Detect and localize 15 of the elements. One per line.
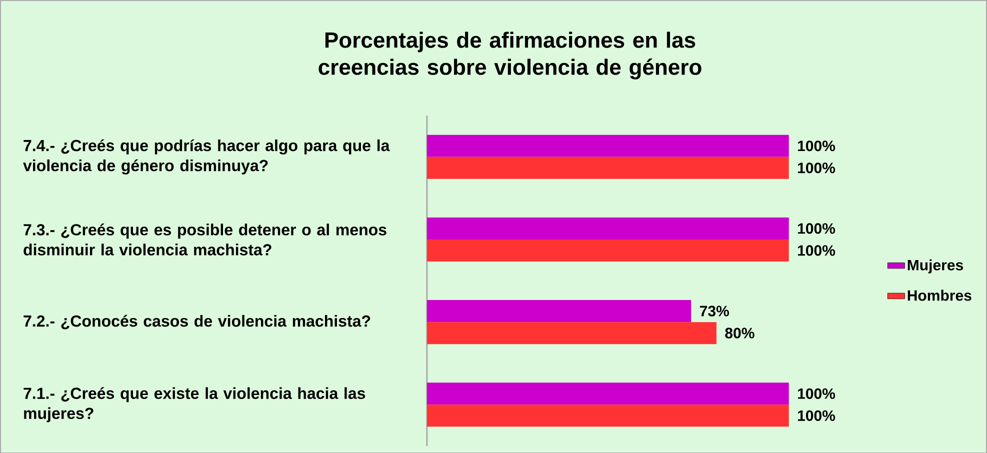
chart-title: Porcentajes de afirmaciones en las creencias sobre violencia de género [318,32,702,80]
y-tick-label: 7.4.- ¿Creés que podrías hacer algo para que la violencia de género disminuya? [23,139,390,174]
legend-label: Mujeres [908,259,963,274]
data-label: 100% [798,410,836,421]
y-tick-label: 7.1.- ¿Creés que existe la violencia hacia las mujeres? [24,386,366,422]
data-label: 100% [798,222,836,234]
data-label: 73% [700,306,729,316]
y-tick-label: 7.2.- ¿Conocés casos de violencia machista? [24,314,370,330]
data-label: 100% [798,388,836,399]
data-label: 80% [725,328,754,338]
data-label: 100% [798,140,836,151]
y-tick-label: 7.3.- ¿Creés que es posible detener o al menos disminuir la violencia machista? [24,223,386,256]
data-label: 100% [798,162,836,174]
legend-label: Hombres [908,290,972,301]
data-label: 100% [798,244,836,256]
